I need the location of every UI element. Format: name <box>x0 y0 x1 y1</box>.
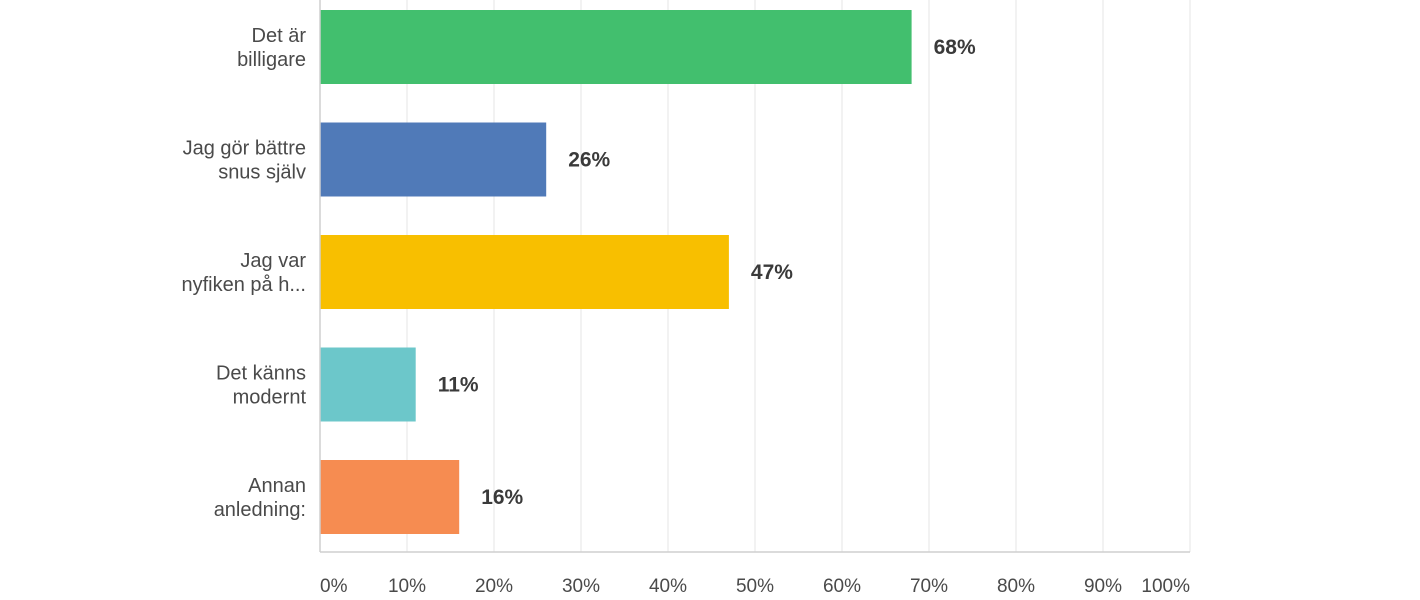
bar-0 <box>320 10 912 84</box>
x-tick-label-50: 50% <box>736 576 774 597</box>
value-label-3: 11% <box>438 374 479 397</box>
x-tick-label-100: 100% <box>1141 576 1190 597</box>
category-label-line: Det är <box>252 25 307 47</box>
x-tick-label-30: 30% <box>562 576 600 597</box>
bars <box>320 10 912 534</box>
category-label-line: billigare <box>237 49 306 71</box>
category-label-4: Annan anledning: <box>214 475 306 521</box>
category-label-line: Jag gör bättre <box>183 138 306 160</box>
category-label-line: Annan <box>248 475 306 497</box>
value-label-4: 16% <box>481 486 523 509</box>
value-label-1: 26% <box>568 149 610 172</box>
x-tick-label-0: 0% <box>320 576 348 597</box>
category-label-3: Det känns modernt <box>216 363 307 409</box>
x-tick-label-60: 60% <box>823 576 861 597</box>
labels: 68% Det är billigare 26% Jag gör bättre snus … <box>181 25 1190 597</box>
bar-3 <box>320 347 416 422</box>
x-tick-label-80: 80% <box>997 576 1035 597</box>
x-tick-label-40: 40% <box>649 576 687 597</box>
value-label-0: 68% <box>934 36 976 59</box>
value-label-2: 47% <box>751 261 793 284</box>
x-tick-label-20: 20% <box>475 576 513 597</box>
axes <box>319 0 1190 553</box>
category-label-2: Jag var nyfiken på h... <box>181 250 306 296</box>
bar-2 <box>320 235 729 309</box>
category-label-line: Det känns <box>216 363 306 385</box>
category-label-line: nyfiken på h... <box>181 274 306 296</box>
gridlines <box>406 0 1191 552</box>
x-tick-label-10: 10% <box>388 576 426 597</box>
category-label-line: snus själv <box>218 162 306 184</box>
category-label-line: anledning: <box>214 499 306 521</box>
category-label-line: Jag var <box>240 250 306 272</box>
bar-1 <box>320 122 547 197</box>
x-tick-label-90: 90% <box>1084 576 1122 597</box>
bar-4 <box>320 460 460 534</box>
x-tick-label-70: 70% <box>910 576 948 597</box>
category-label-1: Jag gör bättre snus själv <box>183 138 306 184</box>
category-label-line: modernt <box>233 387 307 409</box>
category-label-0: Det är billigare <box>237 25 306 71</box>
